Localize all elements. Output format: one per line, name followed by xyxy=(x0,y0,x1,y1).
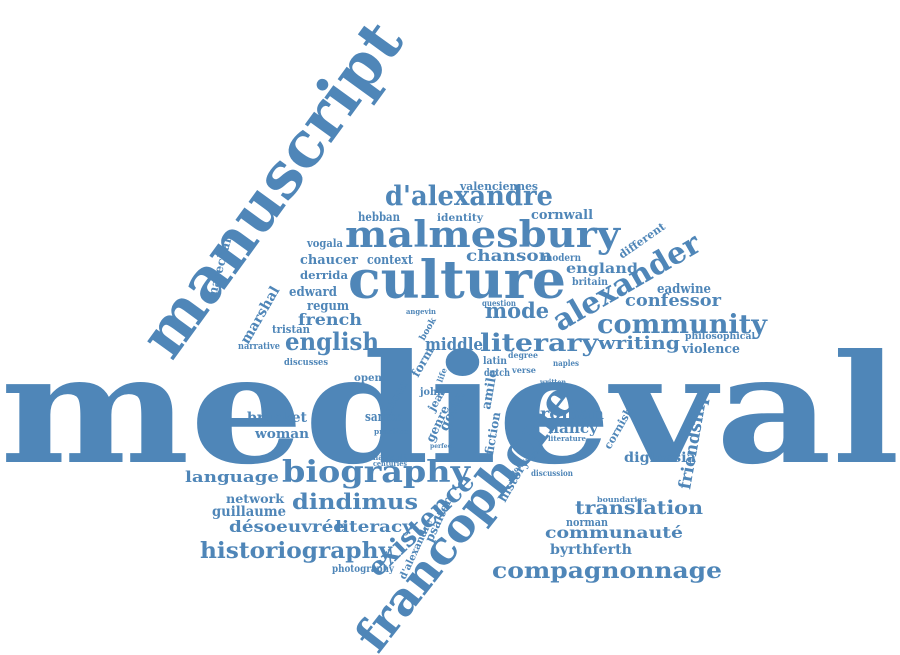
word-community: community xyxy=(597,310,768,340)
word-literary: literary xyxy=(480,328,599,357)
word-verse: verse xyxy=(511,365,536,375)
word-question: question xyxy=(482,298,516,308)
word-boundaries: boundaries xyxy=(597,495,647,504)
word-manuscript: manuscript xyxy=(125,7,418,371)
word-angevin: angevin xyxy=(406,307,436,316)
word-regum: regum xyxy=(307,299,349,314)
word-life: life xyxy=(434,367,448,384)
word-language: language xyxy=(185,468,279,486)
word-centuries: centuries xyxy=(373,459,407,468)
word-discusses: discusses xyxy=(284,358,328,368)
word-compagnonnage: compagnonnage xyxy=(492,558,722,584)
word-chaucer: chaucer xyxy=(300,253,358,268)
word-network: network xyxy=(226,492,285,506)
word-written: written xyxy=(539,377,566,387)
word-byrthferth: byrthferth xyxy=(550,542,632,558)
word-hebban: hebban xyxy=(358,210,400,224)
word-d-alexandre: d'alexandre xyxy=(385,181,553,212)
word-guillaume: guillaume xyxy=(212,504,286,520)
word-eadwine: eadwine xyxy=(657,282,711,297)
word-dutch: dutch xyxy=(484,368,511,379)
word-open: open xyxy=(354,373,383,384)
word-photography: photography xyxy=(332,564,395,575)
word-nancy: nancy xyxy=(548,421,599,437)
word-naples: naples xyxy=(553,358,579,368)
word-culture: culture xyxy=(348,250,566,311)
word-roman: roman xyxy=(540,404,604,423)
word-amile: amile xyxy=(479,368,501,410)
word-historiography: historiography xyxy=(200,538,393,564)
word-biography: biography xyxy=(282,455,472,490)
word-latin: latin xyxy=(483,356,508,367)
word-literature: literature xyxy=(548,434,587,443)
word-narrative: narrative xyxy=(238,342,280,352)
word-french: french xyxy=(298,310,362,329)
word-identity: identity xyxy=(437,213,484,224)
word-malmesbury: malmesbury xyxy=(345,214,621,256)
word-samen: samen xyxy=(365,410,403,425)
word-middle: middle xyxy=(425,335,483,355)
word-derrida: derrida xyxy=(300,269,348,282)
word-perfect: perfect xyxy=(430,443,454,450)
word-chanson: chanson xyxy=(466,246,552,265)
word-philosophical: philosophical xyxy=(685,332,756,342)
word-edward: edward xyxy=(289,285,337,300)
word-britain: britain xyxy=(572,277,609,288)
word-diglossia: diglossia xyxy=(624,450,696,466)
word-discussion: discussion xyxy=(531,468,573,478)
word-tristan: tristan xyxy=(272,323,310,336)
word-d-soeuvr-e: désoeuvrée xyxy=(229,517,345,536)
word-literacy: literacy xyxy=(335,517,414,536)
word-modern: modern xyxy=(543,253,582,264)
word-valenciennes: valenciennes xyxy=(459,180,538,193)
word-practice: practice xyxy=(374,427,409,436)
word-context: context xyxy=(367,253,413,268)
word-communaut-: communauté xyxy=(545,523,683,542)
word-degree: degree xyxy=(508,350,538,360)
word-translation: translation xyxy=(575,497,703,519)
word-mode: mode xyxy=(485,298,549,323)
word-writing: writing xyxy=(597,333,681,354)
word-english: english xyxy=(285,327,379,356)
word-bracket: bracket xyxy=(247,410,308,426)
word-woman: woman xyxy=(254,427,310,442)
word-norman: norman xyxy=(566,516,608,529)
word-violence: violence xyxy=(681,342,740,357)
word-cloud-words: medievalmanuscriptculturemalmesburyfranc… xyxy=(0,7,900,655)
word-vogala: vogala xyxy=(306,237,343,250)
word-cornwall: cornwall xyxy=(531,208,593,223)
word-england: england xyxy=(566,261,638,277)
word-medieval: medieval xyxy=(0,322,900,498)
word-hainault: hainault xyxy=(373,452,407,462)
word-dindimus: dindimus xyxy=(292,489,418,514)
word-john: john xyxy=(419,387,445,398)
word-confessor: confessor xyxy=(625,291,722,311)
